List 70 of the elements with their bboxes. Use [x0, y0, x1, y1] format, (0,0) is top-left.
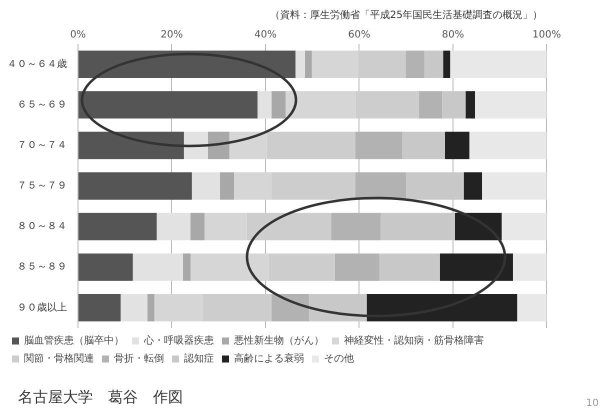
legend-label: 高齢による衰弱	[234, 352, 304, 365]
bar	[258, 91, 272, 119]
bar	[190, 212, 205, 240]
bar	[208, 132, 230, 160]
bar	[406, 172, 464, 200]
bar	[78, 132, 184, 160]
bar	[192, 172, 220, 200]
x-tick-label: 0%	[70, 30, 86, 41]
bar	[474, 91, 547, 119]
bar	[402, 132, 445, 160]
bar	[78, 172, 192, 200]
bar	[272, 91, 286, 119]
legend-label: 悪性新生物（がん）	[233, 334, 324, 347]
bar	[466, 91, 475, 119]
bar	[517, 294, 547, 322]
bar	[418, 91, 442, 119]
bar	[450, 50, 547, 78]
bar	[379, 253, 440, 281]
x-tick-label: 20%	[160, 30, 183, 41]
bar	[442, 91, 466, 119]
bar	[464, 172, 482, 200]
legend-label: 心・呼吸器疾患	[143, 334, 214, 347]
y-tick-label: ６５～６９	[17, 99, 67, 110]
legend-label: 骨折・転倒	[114, 352, 164, 365]
bar	[454, 212, 502, 240]
bar	[147, 294, 154, 322]
bar	[78, 50, 296, 78]
text: 10	[586, 398, 599, 409]
bar	[502, 212, 547, 240]
bar	[78, 294, 121, 322]
bar	[132, 253, 183, 281]
legend-label: その他	[324, 352, 354, 365]
bar	[78, 91, 258, 119]
bar	[380, 212, 455, 240]
bar	[443, 50, 450, 78]
bar	[304, 50, 312, 78]
bar	[512, 253, 547, 281]
bar	[156, 212, 190, 240]
bar	[444, 132, 470, 160]
bar	[78, 253, 133, 281]
bar	[182, 253, 190, 281]
bar	[366, 294, 518, 322]
text: 名古屋大学 葛谷 作図	[18, 388, 183, 407]
bar	[469, 132, 547, 160]
bar	[184, 132, 208, 160]
x-tick-label: 80%	[442, 30, 464, 41]
bar	[220, 172, 234, 200]
bar	[272, 294, 310, 322]
legend-label: 神経変性・認知病・筋骨格障害	[344, 334, 484, 347]
text: （資料：厚生労働省「平成25年国民生活基礎調査の概況」）	[270, 8, 543, 22]
y-tick-label: ９０歳以上	[17, 301, 67, 314]
legend-label: 認知症	[184, 352, 214, 365]
y-tick-label: ８０～８４	[17, 221, 67, 232]
bar	[309, 294, 367, 322]
x-tick-label: 40%	[254, 30, 277, 41]
bar	[295, 50, 305, 78]
bar	[482, 172, 547, 200]
x-tick-label: 60%	[348, 30, 370, 41]
y-tick-label: ４０～６４歳	[7, 58, 67, 70]
bar	[78, 212, 157, 240]
y-tick-label: ７５～７９	[17, 180, 67, 192]
y-tick-label: ７０～７４	[17, 140, 67, 152]
y-tick-label: ８５～８９	[17, 262, 67, 273]
legend-label: 脳血管疾患（脳卒中）	[24, 334, 124, 347]
bar	[406, 50, 424, 78]
bar	[424, 50, 444, 78]
x-tick-label: 100%	[532, 30, 561, 41]
bar	[440, 253, 513, 281]
bar	[120, 294, 148, 322]
legend-label: 関節・骨格関連	[24, 352, 94, 365]
